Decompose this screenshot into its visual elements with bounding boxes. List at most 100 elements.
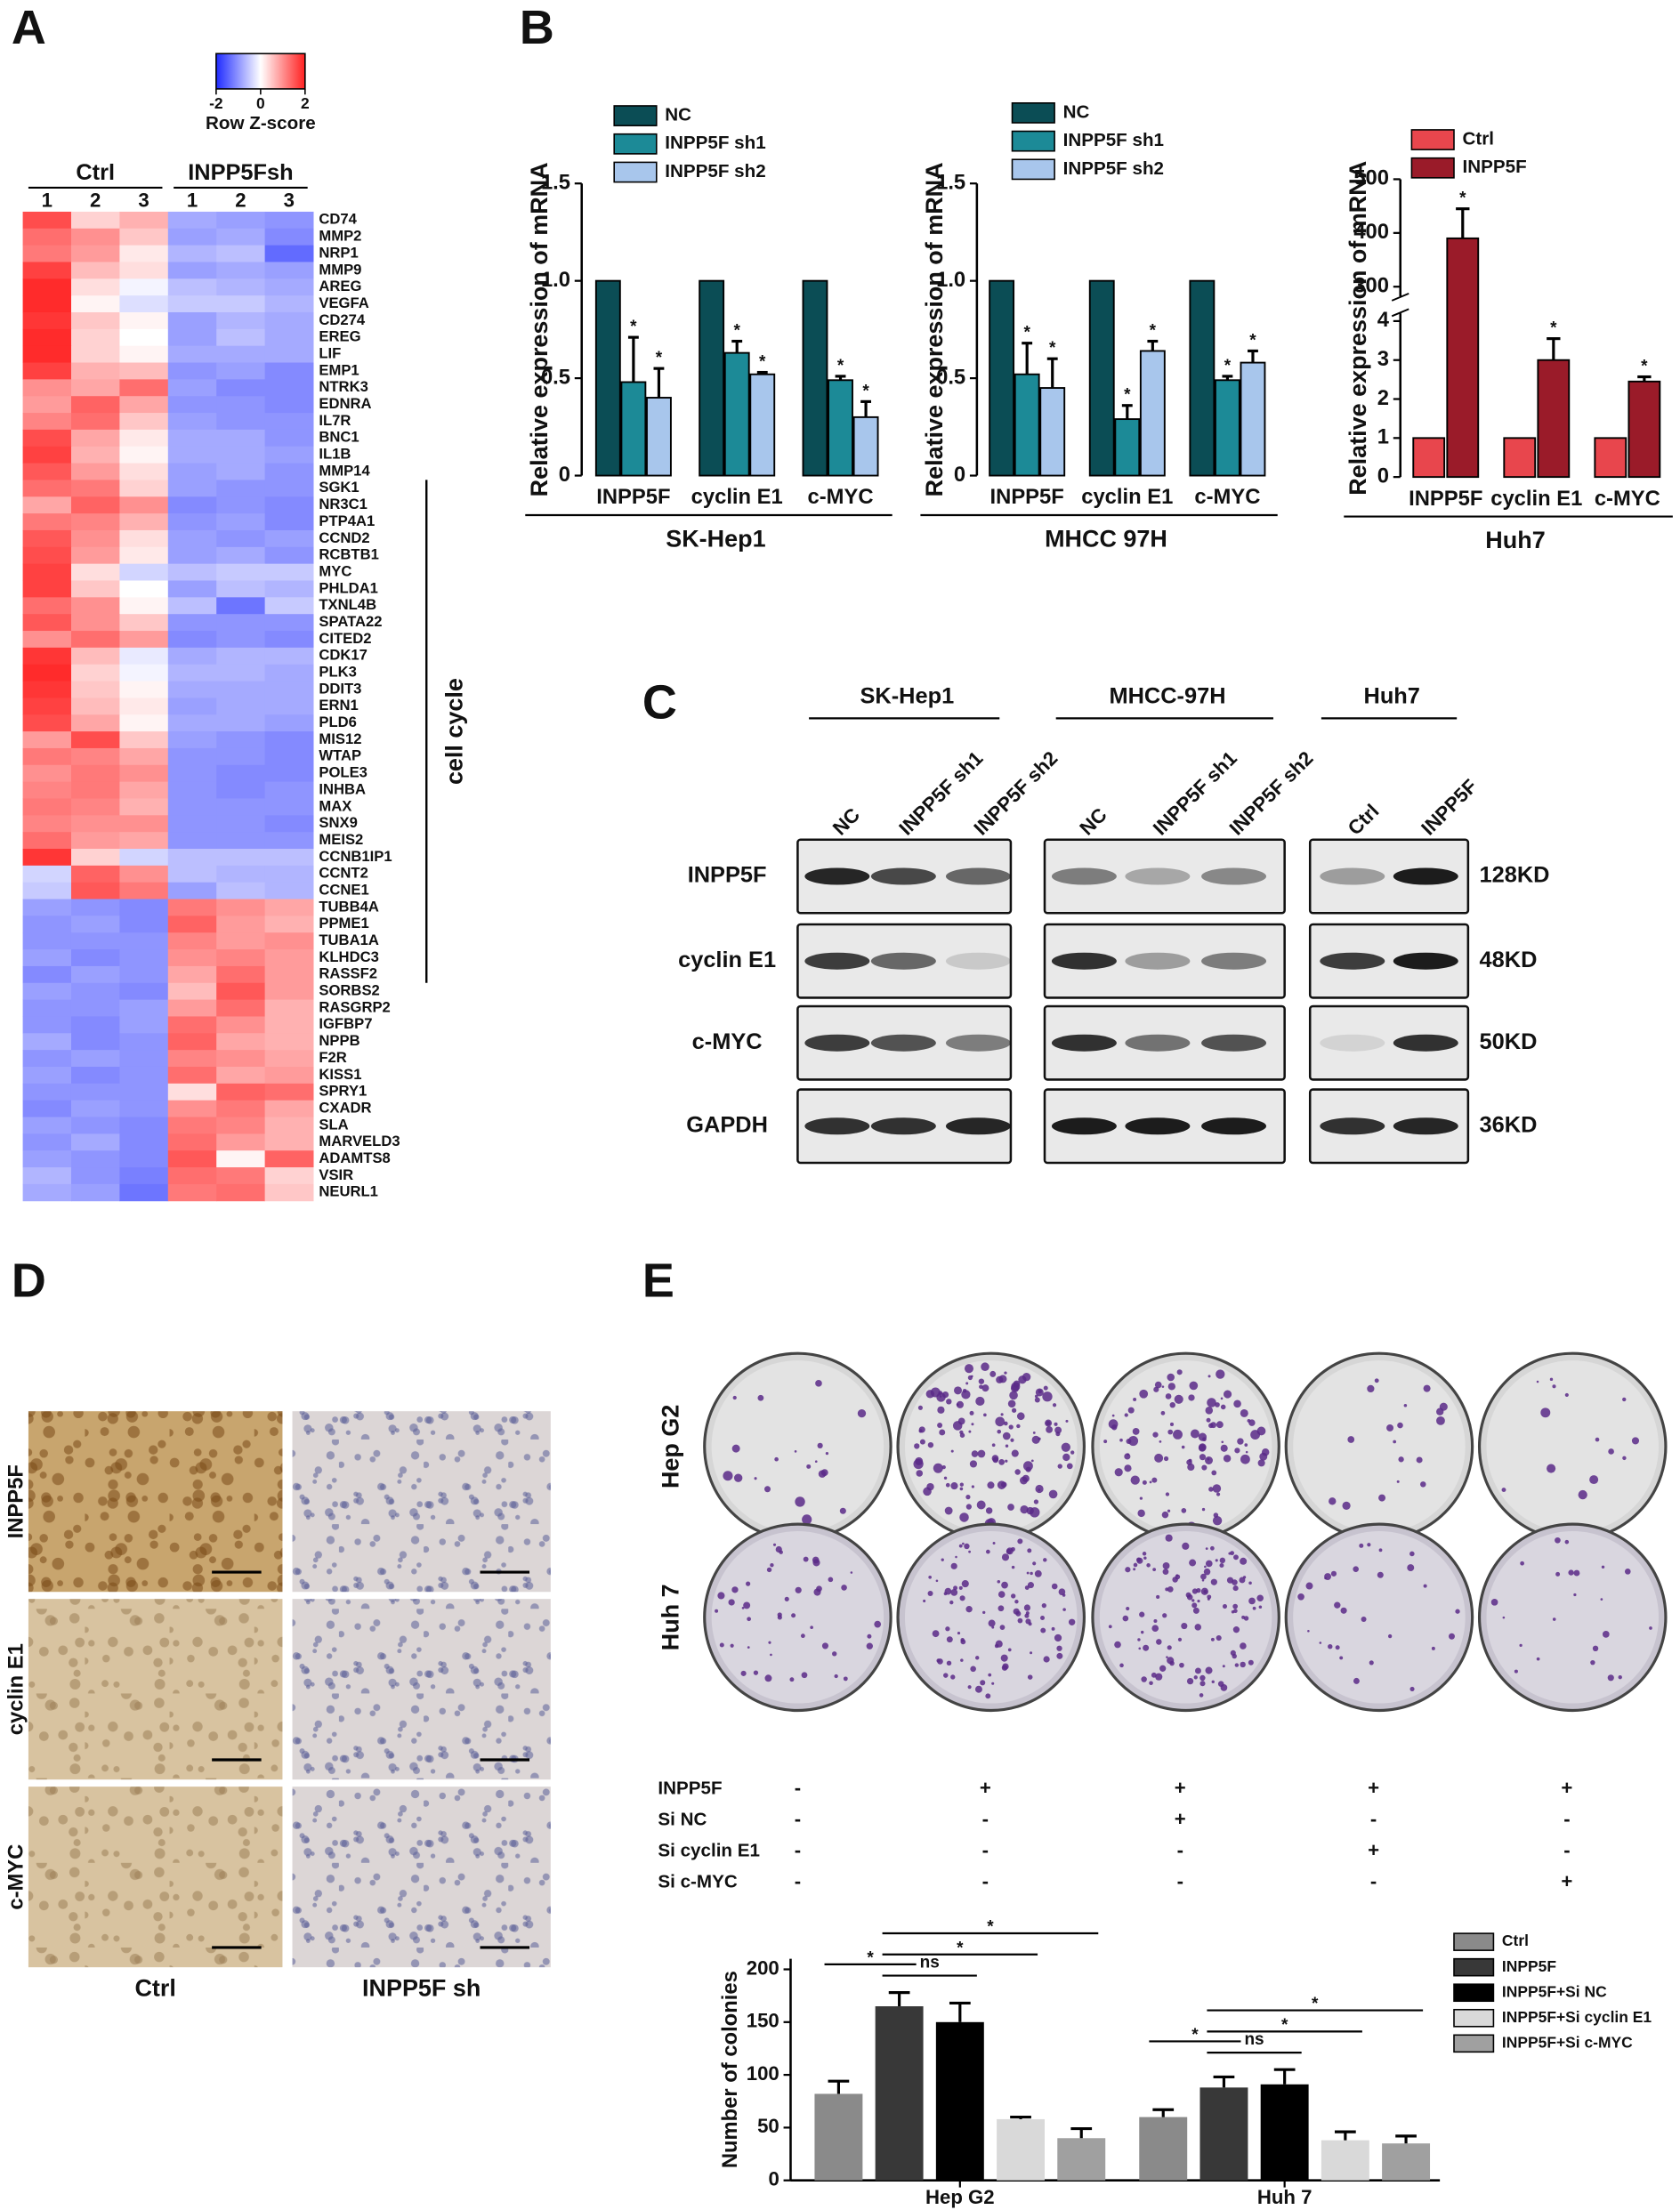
- colony-dot: [1024, 1613, 1030, 1618]
- bar: [1321, 2140, 1369, 2181]
- colony-dot: [1520, 1561, 1524, 1566]
- colony-dot: [977, 1449, 986, 1458]
- colony-dot: [1126, 1606, 1130, 1611]
- heatmap-cell: [216, 731, 266, 749]
- colony-dot: [1555, 1537, 1561, 1544]
- y-tick-label: 150: [747, 2010, 779, 2032]
- colony-dot: [991, 1625, 995, 1629]
- blot-band: [1201, 952, 1267, 970]
- heatmap-cell: [119, 1117, 169, 1134]
- colony-dot: [1108, 1419, 1119, 1429]
- heatmap-cell: [22, 681, 72, 698]
- colony-dot: [962, 1388, 967, 1393]
- colony-dot: [1003, 1421, 1008, 1426]
- colony-dot: [959, 1512, 969, 1522]
- treatment-label: Si cyclin E1: [658, 1841, 760, 1861]
- heatmap-cell: [119, 413, 169, 431]
- colony-dot: [821, 1642, 829, 1649]
- colony-dot: [1032, 1561, 1037, 1566]
- colony-dot: [1137, 1638, 1141, 1641]
- comparison-label: *: [987, 1918, 994, 1937]
- colony-dot: [1149, 1480, 1152, 1484]
- colony-dot: [939, 1395, 942, 1398]
- gene-label: EREG: [319, 328, 360, 345]
- bar: [852, 415, 879, 477]
- lane-label: NC: [1075, 803, 1111, 839]
- x-tick-label: cyclin E1: [691, 485, 783, 509]
- heatmap-cell: [22, 228, 72, 246]
- colony-dot: [789, 1677, 795, 1682]
- colony-dot: [741, 1607, 745, 1609]
- heatmap-cell: [264, 631, 314, 649]
- heatmap-cell: [216, 580, 266, 598]
- heatmap-cell: [264, 597, 314, 615]
- heatmap-cell: [264, 1033, 314, 1051]
- colony-dot: [1005, 1444, 1009, 1448]
- heatmap-cell: [264, 614, 314, 632]
- heatmap-cell: [119, 278, 169, 296]
- lane-label: Ctrl: [1344, 800, 1384, 840]
- colony-dot: [995, 1416, 1006, 1427]
- colony-dot: [1009, 1391, 1018, 1400]
- heatmap-cell: [167, 865, 217, 883]
- colony-dot: [1065, 1419, 1069, 1423]
- colony-dot: [806, 1464, 812, 1469]
- heatmap-cell: [264, 513, 314, 531]
- legend-label: INPP5F+Si NC: [1502, 1982, 1607, 2000]
- colony-dot: [1210, 1545, 1215, 1551]
- colony-dot: [991, 1443, 996, 1448]
- colony-dot: [950, 1481, 958, 1490]
- heatmap-cell: [264, 345, 314, 364]
- gene-label: NEURL1: [319, 1183, 378, 1200]
- colony-dot: [1125, 1567, 1131, 1573]
- colony-dot: [997, 1429, 1002, 1434]
- heatmap-cell: [119, 832, 169, 850]
- heatmap-cell: [216, 563, 266, 581]
- colony-dot: [764, 1674, 772, 1682]
- heatmap-cell: [22, 1183, 72, 1202]
- colony-dot: [1143, 1644, 1150, 1651]
- colony-dot: [1154, 1453, 1164, 1463]
- bar: [1014, 373, 1040, 477]
- blot-band: [1051, 1117, 1117, 1135]
- treatment-label: Si c-MYC: [658, 1871, 737, 1891]
- gene-label: ADAMTS8: [319, 1149, 390, 1166]
- color-key-tick-label: 0: [256, 94, 265, 112]
- blot-band: [1393, 952, 1458, 970]
- heatmap-cell: [167, 1066, 217, 1085]
- colony-dot: [1194, 1667, 1201, 1674]
- colony-dot: [1206, 1417, 1211, 1423]
- treatment-mark: -: [1563, 1808, 1570, 1830]
- colony-dot: [812, 1556, 820, 1564]
- heatmap-cell: [264, 1016, 314, 1034]
- colony-dot: [1022, 1372, 1031, 1382]
- colony-dot: [1167, 1585, 1174, 1593]
- heatmap-cell: [264, 1167, 314, 1185]
- column-label: 2: [235, 190, 246, 212]
- colony-dot: [943, 1673, 949, 1678]
- colony-dot: [1243, 1616, 1249, 1621]
- legend-swatch: [613, 105, 658, 126]
- axis-break-mark: [1391, 308, 1409, 318]
- gene-label: CD274: [319, 311, 366, 328]
- colony-dot: [1124, 1453, 1131, 1460]
- colony-dot: [1192, 1607, 1199, 1614]
- heatmap-cell: [167, 849, 217, 867]
- heatmap-cell: [119, 295, 169, 313]
- y-tick-label: 0.5: [541, 365, 570, 389]
- gene-label: DDIT3: [319, 680, 361, 697]
- heatmap-cell: [216, 915, 266, 933]
- heatmap-cell: [70, 1150, 120, 1168]
- colony-dot: [1536, 1657, 1540, 1661]
- colony-dot: [964, 1364, 974, 1374]
- colony-dot: [731, 1444, 740, 1453]
- blot-band: [1201, 867, 1267, 885]
- heatmap-cell: [70, 664, 120, 682]
- y-axis-label: Number of colonies: [718, 1971, 742, 2168]
- colony-dot: [1040, 1616, 1045, 1620]
- heatmap-cell: [216, 614, 266, 632]
- colony-dot: [1156, 1594, 1160, 1599]
- heatmap-cell: [70, 1133, 120, 1151]
- heatmap-cell: [216, 999, 266, 1017]
- gene-label: SNX9: [319, 814, 357, 831]
